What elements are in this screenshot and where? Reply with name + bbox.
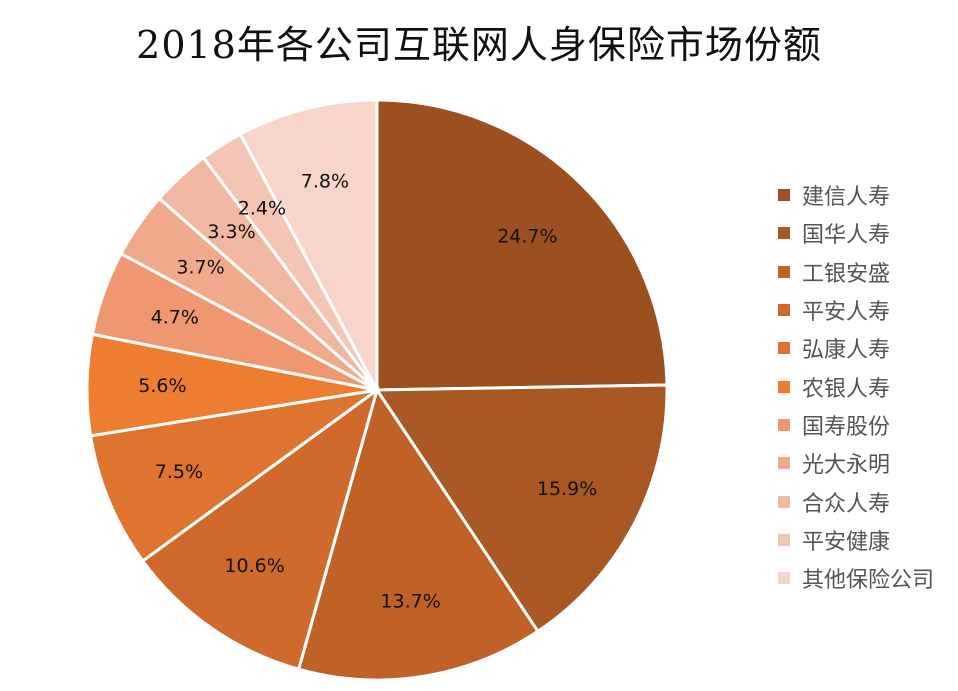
pie-slice-1 bbox=[375, 98, 669, 392]
legend-label: 工银安盛 bbox=[802, 261, 891, 287]
legend-swatch bbox=[778, 227, 790, 240]
slice-data-label: 5.6% bbox=[138, 375, 186, 397]
legend-item: 国华人寿 bbox=[778, 214, 934, 252]
legend-item: 平安人寿 bbox=[778, 291, 934, 329]
legend-item: 国寿股份 bbox=[778, 406, 934, 444]
legend-label: 合众人寿 bbox=[802, 491, 891, 517]
slice-data-label: 13.7% bbox=[380, 591, 440, 613]
legend-swatch bbox=[778, 572, 790, 585]
legend-item: 其他保险公司 bbox=[778, 559, 934, 597]
legend-label: 建信人寿 bbox=[802, 185, 891, 211]
slice-data-label: 24.7% bbox=[497, 225, 557, 247]
legend-item: 合众人寿 bbox=[778, 482, 934, 520]
pie-slice-4 bbox=[140, 386, 380, 672]
pie-slice-3 bbox=[296, 386, 540, 682]
legend-item: 建信人寿 bbox=[778, 176, 934, 214]
slice-data-label: 4.7% bbox=[151, 307, 199, 329]
slice-data-label: 2.4% bbox=[238, 197, 286, 219]
chart-legend: 建信人寿国华人寿工银安盛平安人寿弘康人寿农银人寿国寿股份光大永明合众人寿平安健康… bbox=[778, 176, 934, 597]
legend-swatch bbox=[778, 380, 790, 393]
slice-data-label: 10.6% bbox=[224, 555, 284, 577]
slice-data-label: 3.7% bbox=[176, 256, 224, 278]
chart-title: 2018年各公司互联网人身保险市场份额 bbox=[136, 23, 822, 67]
legend-item: 农银人寿 bbox=[778, 367, 934, 405]
legend-swatch bbox=[778, 533, 790, 546]
legend-item: 平安健康 bbox=[778, 521, 934, 559]
pie-slice-11 bbox=[238, 98, 379, 391]
legend-label: 农银人寿 bbox=[802, 376, 891, 402]
slice-data-label: 3.3% bbox=[207, 221, 255, 243]
legend-label: 国华人寿 bbox=[802, 223, 891, 249]
legend-item: 弘康人寿 bbox=[778, 329, 934, 367]
legend-swatch bbox=[778, 342, 790, 355]
legend-label: 弘康人寿 bbox=[802, 338, 891, 364]
pie-slice-2 bbox=[374, 383, 669, 634]
slice-data-label: 15.9% bbox=[537, 478, 597, 500]
legend-label: 平安健康 bbox=[802, 529, 891, 555]
legend-label: 平安人寿 bbox=[802, 300, 891, 326]
legend-label: 光大永明 bbox=[802, 453, 891, 479]
pie-slice-5 bbox=[88, 388, 378, 564]
slice-data-label: 7.5% bbox=[155, 461, 203, 483]
legend-item: 光大永明 bbox=[778, 444, 934, 482]
legend-label: 国寿股份 bbox=[802, 414, 891, 440]
legend-swatch bbox=[778, 265, 790, 278]
legend-item: 工银安盛 bbox=[778, 253, 934, 291]
legend-label: 其他保险公司 bbox=[802, 568, 935, 594]
legend-swatch bbox=[778, 418, 790, 431]
legend-swatch bbox=[778, 189, 790, 202]
legend-swatch bbox=[778, 495, 790, 508]
legend-swatch bbox=[778, 304, 790, 317]
legend-swatch bbox=[778, 457, 790, 470]
slice-data-label: 7.8% bbox=[301, 170, 349, 192]
